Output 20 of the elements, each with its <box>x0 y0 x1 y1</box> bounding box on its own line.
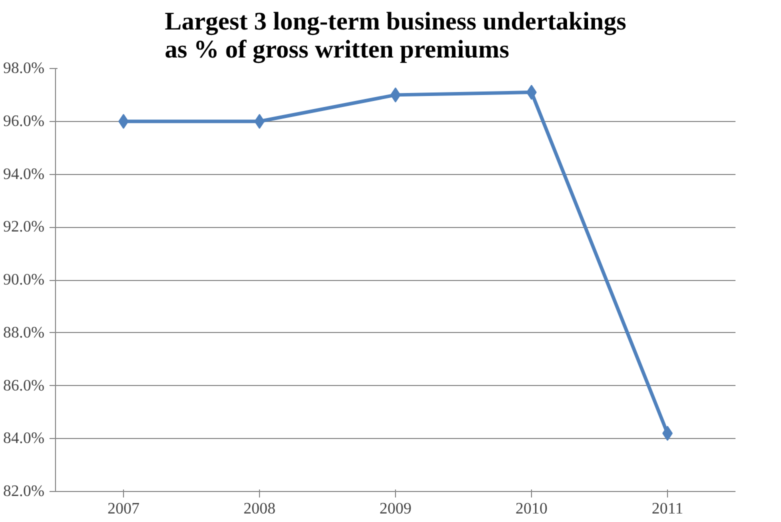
y-tick-label: 86.0% <box>3 377 44 394</box>
y-tick-label: 90.0% <box>3 272 44 288</box>
point <box>526 84 537 100</box>
x-tick-label: 2009 <box>380 500 412 518</box>
x-tick-label: 2007 <box>108 500 140 518</box>
y-tick-label: 82.0% <box>3 483 44 500</box>
y-tick-label: 96.0% <box>3 112 44 130</box>
point <box>390 87 401 102</box>
point <box>662 426 673 441</box>
point <box>118 114 129 129</box>
point <box>254 114 265 129</box>
x-tick-label: 2010 <box>516 500 548 518</box>
y-tick-label: 94.0% <box>3 166 44 183</box>
x-tick-label: 2011 <box>652 500 684 518</box>
chart-title: Largest 3 long-term business undertakings as % of gross written premiums <box>164 8 626 64</box>
y-tick-label: 88.0% <box>3 324 44 342</box>
x-tick-label: 2008 <box>244 500 276 518</box>
y-tick-label: 98.0% <box>3 60 44 77</box>
y-tick-label: 92.0% <box>3 218 44 236</box>
y-tick-label: 84.0% <box>3 430 44 448</box>
